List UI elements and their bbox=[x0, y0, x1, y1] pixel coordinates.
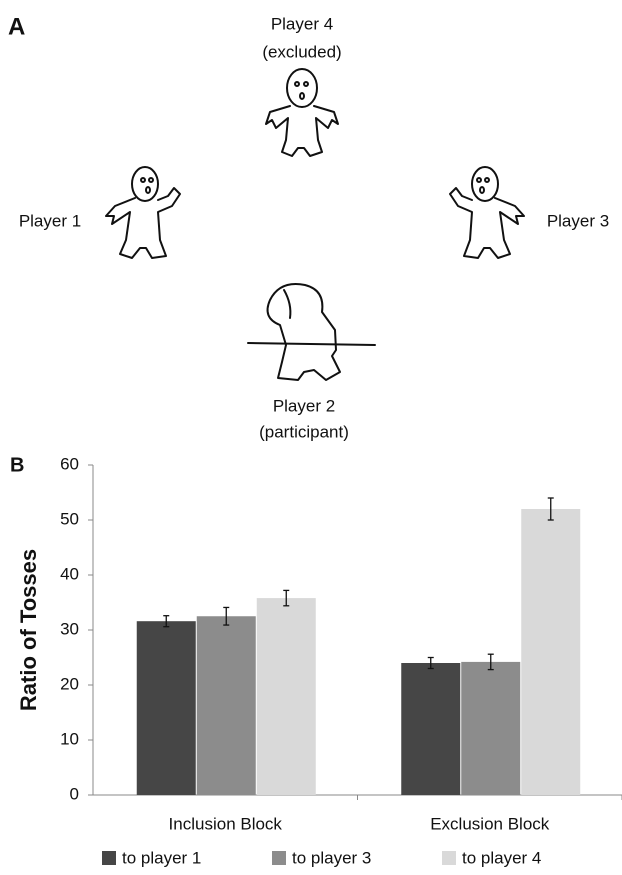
bar bbox=[461, 662, 520, 795]
player-name: Player 2 bbox=[273, 396, 335, 415]
panel-b: B Ratio of Tosses 0 10 20 30 40 50 60 Inclusion… bbox=[10, 454, 622, 867]
x-tick-label: Inclusion Block bbox=[169, 814, 283, 833]
player-figure bbox=[450, 167, 524, 258]
player-role: (participant) bbox=[259, 422, 349, 441]
player-name: Player 3 bbox=[547, 211, 609, 230]
bar bbox=[257, 598, 316, 795]
figure: A Player 4 (excluded) Player 1 Player 3 … bbox=[0, 0, 622, 875]
legend-label: to player 3 bbox=[292, 848, 371, 867]
y-tick-label: 40 bbox=[60, 564, 79, 583]
bar bbox=[401, 663, 460, 795]
player-name: Player 1 bbox=[19, 211, 81, 230]
legend-swatch bbox=[102, 851, 116, 865]
legend-swatch bbox=[272, 851, 286, 865]
y-tick-label: 60 bbox=[60, 454, 79, 473]
bar bbox=[521, 509, 580, 795]
bar bbox=[197, 616, 256, 795]
y-tick-label: 10 bbox=[60, 729, 79, 748]
y-tick-label: 30 bbox=[60, 619, 79, 638]
legend-label: to player 4 bbox=[462, 848, 541, 867]
y-tick-label: 0 bbox=[70, 784, 79, 803]
bar bbox=[137, 621, 196, 795]
player-figure bbox=[248, 284, 375, 380]
panel-label: A bbox=[8, 13, 25, 40]
legend-swatch bbox=[442, 851, 456, 865]
panel-label: B bbox=[10, 454, 24, 476]
player-figure bbox=[106, 167, 180, 258]
player-name: Player 4 bbox=[271, 14, 333, 33]
player-figure bbox=[266, 69, 338, 156]
legend-label: to player 1 bbox=[122, 848, 201, 867]
y-tick-label: 20 bbox=[60, 674, 79, 693]
y-tick-label: 50 bbox=[60, 509, 79, 528]
panel-a: A Player 4 (excluded) Player 1 Player 3 … bbox=[8, 13, 609, 441]
y-axis-label: Ratio of Tosses bbox=[16, 549, 41, 711]
x-tick-label: Exclusion Block bbox=[430, 814, 550, 833]
player-role: (excluded) bbox=[262, 42, 341, 61]
